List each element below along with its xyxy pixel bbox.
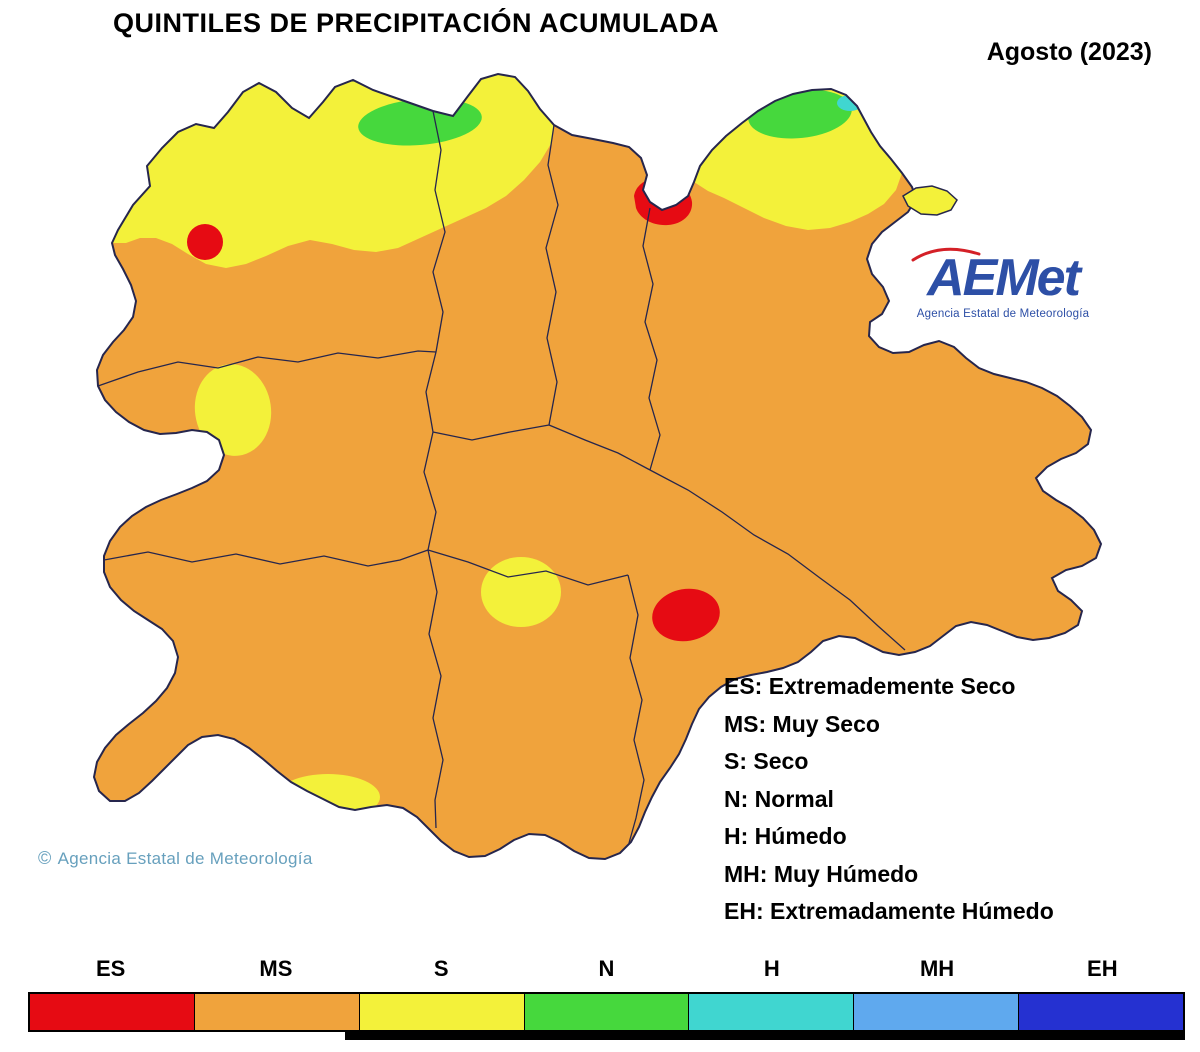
aemet-logo: AEMet Agencia Estatal de Meteorología	[893, 247, 1113, 320]
scale-label-es: ES	[95, 956, 126, 981]
scale-label-n: N	[598, 956, 615, 981]
scale-label-eh: EH	[1087, 956, 1118, 981]
scale-color-s	[359, 994, 525, 1030]
province-borders	[97, 110, 906, 844]
scale-label-ms: MS	[259, 956, 293, 981]
legend-item-s: S: Seco	[724, 748, 809, 774]
scale-color-eh	[1019, 994, 1184, 1030]
scale-color-h	[689, 994, 855, 1030]
region-outline	[92, 72, 1103, 861]
scale-color-es	[30, 994, 195, 1030]
copyright-line: © Agencia Estatal de Meteorología	[38, 848, 313, 869]
legend-item-n: N: Normal	[724, 785, 834, 812]
anomaly-seco-patch-center	[481, 557, 561, 627]
copyright-icon: ©	[38, 848, 52, 868]
scale-labels-row: ES MS S N H MH EH	[28, 956, 1185, 982]
legend-item-es: ES: Extremademente Seco	[724, 673, 1016, 699]
anomaly-seco-patch-southwest	[139, 786, 177, 812]
anomaly-extremo-seco-spot-northwest	[187, 224, 223, 260]
anomaly-seco-band-northeast	[694, 89, 902, 230]
aemet-wordmark: AEMet	[927, 249, 1081, 307]
scale-color-ms	[194, 994, 360, 1030]
aemet-logo-subtitle: Agencia Estatal de Meteorología	[916, 308, 1090, 320]
logo-accent-swoosh-icon	[911, 247, 981, 262]
anomaly-seco-patch-south	[276, 774, 380, 820]
scale-color-mh	[854, 994, 1020, 1030]
legend-item-mh: MH: Muy Húmedo	[724, 860, 919, 887]
scale-label-s: S	[433, 956, 449, 981]
legend-item-h: H: Húmedo	[724, 823, 847, 849]
period-label: Agosto (2023)	[986, 38, 1152, 66]
legend-item-ms: MS: Muy Seco	[724, 710, 880, 737]
color-scale-bar	[28, 992, 1185, 1032]
map-region-base-muy-seco	[94, 74, 1101, 859]
legend-item-eh: EH: Extremadamente Húmedo	[724, 898, 1054, 924]
anomaly-extremo-seco-spot-southeast	[652, 588, 720, 642]
scale-color-n	[524, 994, 690, 1030]
legend-block: ES: Extremademente Seco MS: Muy Seco S: …	[724, 668, 1054, 931]
copyright-text: Agencia Estatal de Meteorología	[57, 849, 313, 868]
enclave-islet	[902, 185, 958, 216]
anomaly-seco-patch-west	[194, 364, 272, 456]
scale-label-mh: MH	[919, 956, 955, 981]
bottom-black-strip	[345, 1032, 1185, 1040]
scale-label-h: H	[763, 956, 780, 981]
page-title: QUINTILES DE PRECIPITACIÓN ACUMULADA	[113, 8, 720, 38]
